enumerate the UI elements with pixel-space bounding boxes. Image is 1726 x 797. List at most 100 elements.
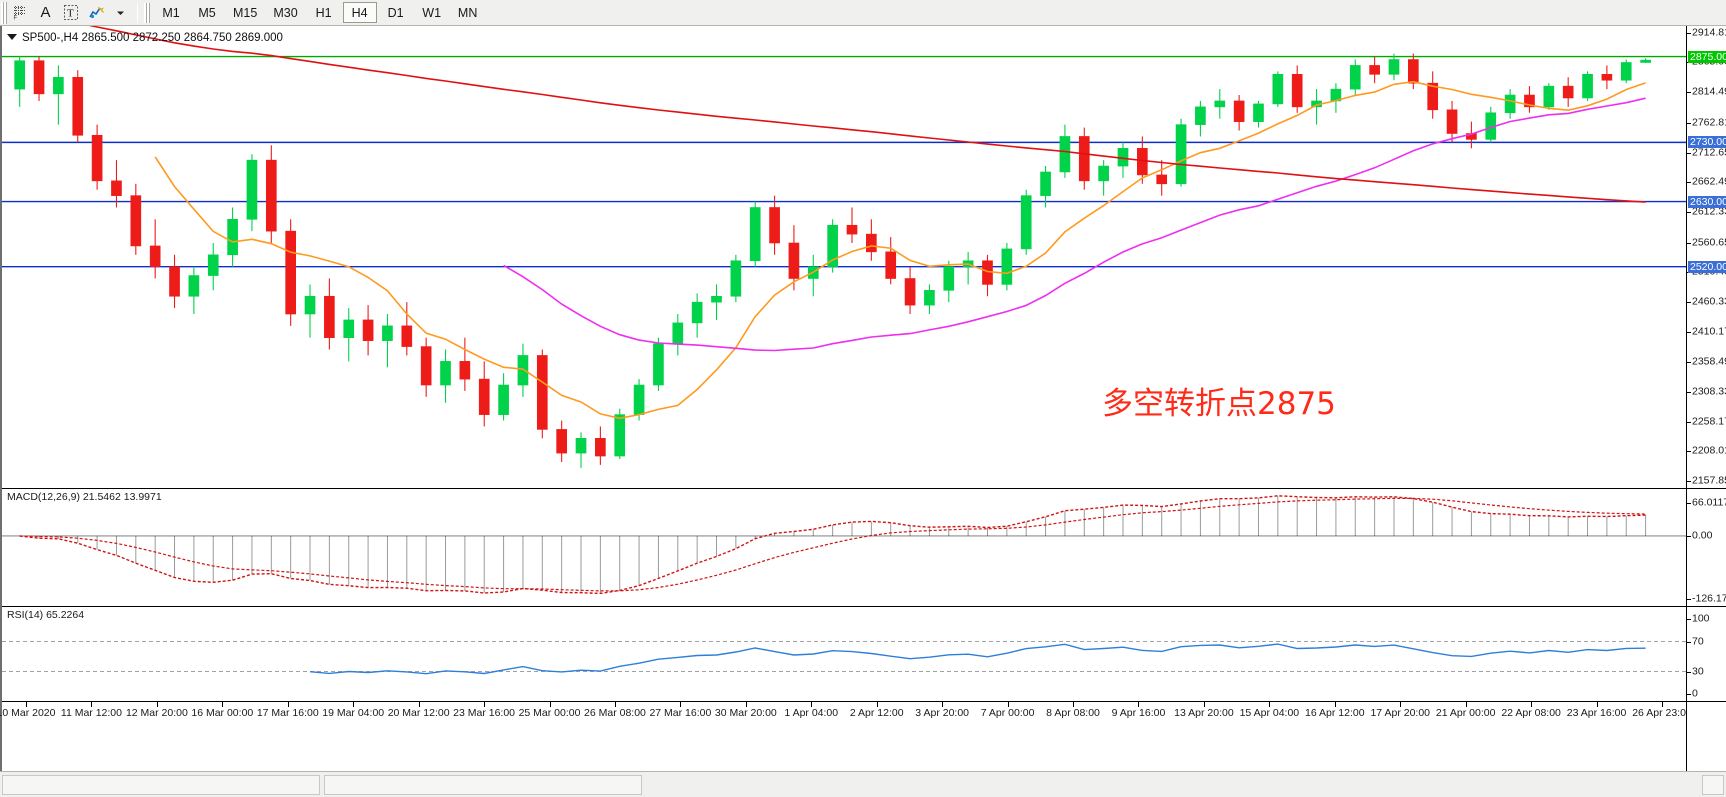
- time-axis-label: 17 Mar 16:00: [256, 707, 319, 719]
- symbol-ohlc-header: SP500-,H4 2865.500 2872.250 2864.750 286…: [22, 32, 283, 44]
- macd-axis[interactable]: 66.0117 0.00 -126.173: [1686, 489, 1726, 606]
- candle: [1543, 83, 1555, 110]
- time-axis-label: 17 Apr 20:00: [1370, 707, 1431, 719]
- candle: [1504, 89, 1516, 119]
- candle: [1601, 65, 1613, 90]
- candle: [478, 361, 490, 427]
- price-pane[interactable]: SP500-,H4 2865.500 2872.250 2864.750 286…: [2, 26, 1726, 488]
- candle: [246, 154, 258, 232]
- macd-axis-label: 66.0117: [1692, 496, 1726, 509]
- rsi-canvas: [2, 641, 1686, 675]
- timeframe-button-h4[interactable]: H4: [342, 2, 377, 23]
- price-axis[interactable]: 2914.8102865.0002814.4902762.8102712.650…: [1686, 26, 1726, 488]
- time-axis-tick: [811, 702, 813, 707]
- price-axis-tick: [1687, 212, 1691, 214]
- status-left-cell: [2, 774, 320, 795]
- candle: [72, 70, 84, 143]
- candle: [924, 284, 935, 315]
- rsi-axis[interactable]: 100 70 30 0: [1686, 607, 1726, 701]
- candle: [1098, 160, 1109, 196]
- candle: [1582, 71, 1593, 101]
- macd-pane[interactable]: MACD(12,26,9) 21.5462 13.9971 66.0117 0.0…: [2, 488, 1726, 606]
- macd-plot-area[interactable]: MACD(12,26,9) 21.5462 13.9971: [2, 489, 1686, 606]
- candle: [711, 284, 722, 320]
- candle: [382, 314, 393, 368]
- time-axis-tick: [418, 702, 420, 707]
- timeframe-button-m5[interactable]: M5: [198, 5, 216, 20]
- candle: [1040, 166, 1051, 208]
- candle: [1562, 77, 1574, 107]
- svg-text:T: T: [67, 8, 74, 20]
- candle: [1001, 242, 1013, 291]
- text-label-icon[interactable]: A: [40, 4, 51, 21]
- price-level-tag-2630[interactable]: 2630.000: [1688, 195, 1726, 208]
- text-box-icon[interactable]: T: [58, 1, 83, 25]
- time-axis-tick: [1334, 702, 1336, 707]
- rsi-pane[interactable]: RSI(14) 65.2264 100 70 30 0: [2, 606, 1726, 701]
- ma-fast-line: [154, 80, 1646, 420]
- candle: [498, 373, 509, 421]
- timeframe-button-m1[interactable]: M1: [162, 5, 180, 20]
- time-axis[interactable]: 10 Mar 2020 11 Mar 12:00 12 Mar 20:00 16 Ma…: [0, 702, 1692, 772]
- indicators-icon[interactable]: [83, 1, 108, 25]
- time-axis-tick: [287, 702, 289, 707]
- time-axis-label: 10 Mar 2020: [0, 707, 56, 719]
- candle: [536, 349, 548, 439]
- crosshair-grid-icon[interactable]: F: [8, 1, 33, 25]
- time-axis-label: 1 Apr 04:00: [784, 707, 839, 719]
- price-axis-tick: [1687, 331, 1691, 333]
- price-axis-tick: [1687, 391, 1691, 393]
- timeframe-button-m15[interactable]: M15: [233, 5, 258, 20]
- time-axis-label: 2 Apr 12:00: [849, 707, 904, 719]
- candle: [749, 201, 761, 267]
- time-axis-tick: [91, 702, 93, 707]
- macd-axis-tick: [1687, 599, 1691, 600]
- price-axis-tick: [1687, 481, 1691, 482]
- rsi-plot-area[interactable]: RSI(14) 65.2264: [2, 607, 1686, 701]
- timeframe-drag-handle[interactable]: [144, 2, 150, 23]
- price-axis-label: 2814.490: [1692, 85, 1726, 98]
- chart-frame: SP500-,H4 2865.500 2872.250 2864.750 286…: [0, 26, 1726, 772]
- time-axis-label: 20 Mar 12:00: [387, 707, 450, 719]
- rsi-axis-label: 70: [1692, 635, 1704, 647]
- candle: [1524, 86, 1535, 113]
- candle: [575, 432, 587, 468]
- time-axis-tick: [680, 702, 682, 707]
- time-axis-label: 12 Mar 20:00: [125, 707, 188, 719]
- candle: [53, 65, 64, 125]
- time-axis-tick: [745, 702, 747, 707]
- timeframe-button-mn[interactable]: MN: [457, 5, 478, 20]
- svg-text:F: F: [14, 16, 18, 21]
- toolbar-drag-handle[interactable]: [1, 1, 8, 24]
- rsi-axis-label: 0: [1692, 687, 1698, 700]
- price-level-tag-2875[interactable]: 2875.000: [1688, 50, 1726, 63]
- candle: [265, 145, 277, 243]
- rsi-title: RSI(14) 65.2264: [7, 609, 85, 621]
- ma-trend-line: [88, 26, 1646, 203]
- timeframe-button-w1[interactable]: W1: [422, 5, 442, 20]
- symbol-collapse-arrow-icon[interactable]: [7, 34, 17, 40]
- timeframe-button-d1[interactable]: D1: [387, 5, 404, 20]
- candlestick-canvas: [2, 26, 1686, 468]
- status-resize-grip[interactable]: [1702, 774, 1724, 795]
- candle: [653, 337, 664, 391]
- time-axis-label: 11 Mar 12:00: [60, 707, 122, 719]
- candle: [440, 349, 451, 403]
- macd-axis-tick: [1687, 503, 1691, 504]
- time-axis-label: 16 Apr 12:00: [1305, 707, 1365, 719]
- timeframe-button-group: M1 M5 M15 M30 H1 H4 D1 W1 MN: [153, 2, 486, 23]
- timeframe-button-h1[interactable]: H1: [315, 5, 332, 20]
- price-plot-area[interactable]: SP500-,H4 2865.500 2872.250 2864.750 286…: [2, 26, 1686, 488]
- candle: [1272, 71, 1284, 107]
- macd-axis-tick: [1687, 535, 1691, 537]
- price-level-tag-2730[interactable]: 2730.000: [1688, 136, 1726, 149]
- candle: [169, 254, 180, 309]
- time-axis-pane[interactable]: 10 Mar 2020 11 Mar 12:00 12 Mar 20:00 16 Ma…: [0, 701, 1726, 772]
- indicators-chevron-down-icon[interactable]: [108, 1, 133, 25]
- candle: [1446, 100, 1458, 143]
- timeframe-button-m30[interactable]: M30: [273, 5, 298, 20]
- price-level-tag-2520[interactable]: 2520.000: [1688, 260, 1726, 273]
- price-axis-tick: [1687, 421, 1691, 423]
- time-axis-tick: [1269, 702, 1271, 707]
- price-axis-label: 2762.810: [1692, 116, 1726, 129]
